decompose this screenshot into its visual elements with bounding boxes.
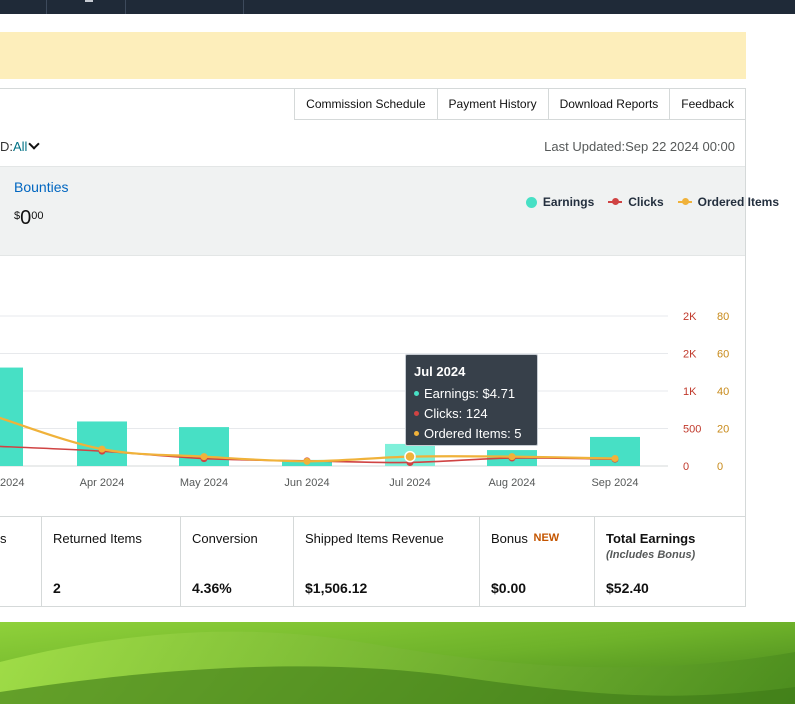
legend-clicks[interactable]: Clicks [608,195,664,209]
tab-feedback[interactable]: Feedback [669,89,745,120]
reports-panel: Commission Schedule Payment History Down… [0,88,746,607]
nav-tab-label-fragment [85,0,93,2]
tooltip-row-ordered: Ordered Items: 5 [414,423,529,443]
ordered-items-point [303,457,311,465]
y-axis-left-tick: 2K [683,311,697,323]
chevron-down-icon[interactable] [28,138,41,150]
legend-marker-dot [681,198,689,205]
chart-legend: Earnings Clicks Ordered Items [525,195,779,209]
last-updated-text: Last Updated:Sep 22 2024 00:00 [544,139,735,154]
legend-earnings-label: Earnings [542,195,595,209]
metric-bonus-label: Bonus NEW [491,531,559,546]
x-axis-tick: Aug 2024 [488,477,535,489]
amount-fraction: 00 [31,210,44,222]
metric-total-label: Total Earnings (Includes Bonus) [606,531,695,561]
bounties-amount: $000 [14,207,44,230]
x-axis-tick: 2024 [0,477,24,489]
x-axis-tick: Apr 2024 [80,477,125,489]
ordered-items-point [508,453,516,461]
legend-ordered-label: Ordered Items [697,195,779,209]
metric-partial: s [0,517,42,607]
report-tabs: Commission Schedule Payment History Down… [294,89,745,120]
metric-total-earnings: Total Earnings (Includes Bonus) $52.40 [595,517,746,607]
metric-returned-items: Returned Items 2 [42,517,181,607]
bounties-link[interactable]: Bounties [14,179,69,195]
tooltip-earnings: Earnings: $4.71 [424,385,516,401]
tooltip-row-clicks: Clicks: 124 [414,403,529,423]
ordered-items-line [0,416,616,463]
metric-revenue-value: $1,506.12 [305,580,368,596]
legend-earnings[interactable]: Earnings [525,195,595,209]
ordered-items-point [98,445,106,453]
total-label-text: Total Earnings [606,531,696,546]
y-axis-right-tick: 60 [717,349,729,361]
y-axis-left-tick: 0 [683,461,689,473]
legend-clicks-label: Clicks [628,195,664,209]
tab-payment-history[interactable]: Payment History [436,89,548,120]
bonus-label-text: Bonus [491,531,528,546]
metric-shipped-revenue: Shipped Items Revenue $1,506.12 [294,517,480,607]
ordered-items-point [200,453,208,461]
tooltip-earnings-bullet [414,390,419,396]
y-axis-right-tick: 20 [717,424,729,436]
y-axis-right-tick: 0 [717,461,723,473]
amount-currency: $ [14,210,21,222]
metric-bonus-value: $0.00 [491,580,527,596]
y-axis-left-tick: 500 [683,424,701,436]
metric-conversion-value: 4.36% [192,580,232,596]
ordered-items-point [404,450,416,463]
new-badge: NEW [533,532,560,544]
total-sub-label: (Includes Bonus) [606,549,696,561]
metric-revenue-label: Shipped Items Revenue [305,531,444,546]
legend-ordered-items[interactable]: Ordered Items [677,195,779,209]
y-axis-left-tick: 1K [683,386,697,398]
filter-label: D: [0,139,13,154]
x-axis-tick: Sep 2024 [591,477,638,489]
legend-ordered-swatch [677,198,692,205]
earnings-chart[interactable]: 0 0 500 20 1K 40 2K 60 2K 80 2024 Apr 2024 May 2024 J… [0,300,745,505]
tooltip-clicks-bullet [414,410,419,416]
top-navigation-bar [0,0,795,14]
tab-download-reports[interactable]: Download Reports [547,89,670,120]
notice-banner [0,32,746,79]
tooltip-ordered: Ordered Items: 5 [424,425,522,441]
x-axis-tick: Jun 2024 [284,477,329,489]
x-axis-tick: Jul 2024 [389,477,431,489]
tracking-id-filter[interactable]: D:All [0,138,41,154]
ordered-items-point [611,455,619,462]
desktop-wallpaper [0,622,795,704]
x-axis-tick: May 2024 [180,477,228,489]
tooltip-clicks: Clicks: 124 [424,405,488,421]
amount-whole: 0 [20,207,32,229]
summary-strip: Bounties $000 [0,166,745,256]
nav-tab[interactable] [46,0,126,14]
legend-earnings-swatch [525,196,537,208]
metric-total-value: $52.40 [606,580,649,596]
y-axis-right-tick: 40 [717,386,729,398]
legend-clicks-swatch [608,198,623,205]
wallpaper-art [0,622,795,704]
tooltip-ordered-bullet [414,430,419,436]
legend-marker-dot [612,198,620,205]
chart-tooltip: Jul 2024 Earnings: $4.71 Clicks: 124 Ord… [405,354,538,446]
y-axis-left-tick: 2K [683,349,697,361]
tab-commission-schedule[interactable]: Commission Schedule [294,89,437,120]
metrics-row: s Returned Items 2 Conversion 4.36% Ship… [0,516,746,607]
metric-returned-label: Returned Items [53,531,142,546]
metric-bonus: Bonus NEW $0.00 [480,517,595,607]
metric-returned-value: 2 [53,580,61,596]
filter-value[interactable]: All [13,139,28,154]
nav-divider [243,0,244,14]
y-axis-right-tick: 80 [717,311,729,323]
earnings-bar [0,367,23,466]
tooltip-title: Jul 2024 [414,364,466,379]
metric-conversion: Conversion 4.36% [181,517,294,607]
metric-conversion-label: Conversion [192,531,258,546]
metric-partial-label: s [0,531,7,546]
tooltip-row-earnings: Earnings: $4.71 [414,383,529,403]
earnings-bar [77,421,127,466]
